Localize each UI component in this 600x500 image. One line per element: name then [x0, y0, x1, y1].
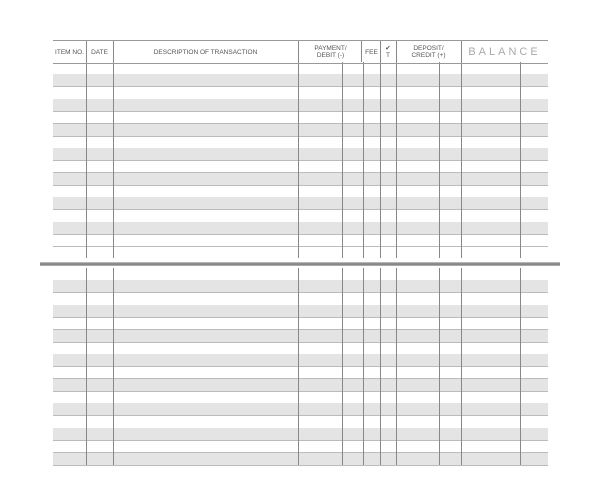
header-divider [298, 40, 299, 62]
column-divider [461, 62, 462, 258]
header-divider [461, 40, 462, 62]
register-row[interactable] [53, 136, 548, 149]
register-header: ITEM NO. DATE DESCRIPTION OF TRANSACTION… [53, 40, 548, 64]
register-row[interactable] [53, 293, 548, 306]
register-row[interactable] [53, 354, 548, 368]
register-row[interactable] [53, 87, 548, 100]
register-row[interactable] [53, 317, 548, 331]
column-divider [363, 268, 364, 465]
column-divider [396, 268, 397, 465]
register-row[interactable] [53, 160, 548, 174]
register-row[interactable] [53, 221, 548, 235]
register-row[interactable] [53, 148, 548, 162]
register-row[interactable] [53, 197, 548, 211]
column-divider [86, 268, 87, 465]
header-date: DATE [91, 48, 108, 56]
header-balance: BALANCE [468, 45, 541, 58]
column-divider [342, 62, 343, 258]
register-row[interactable] [53, 427, 548, 441]
header-divider [361, 40, 362, 62]
column-divider [396, 62, 397, 258]
column-divider [439, 62, 440, 258]
register-row[interactable] [53, 403, 548, 417]
register-row[interactable] [53, 268, 548, 281]
register-row[interactable] [53, 366, 548, 380]
header-payment: PAYMENT/ DEBIT (-) [314, 45, 347, 59]
header-check: ✔ T [385, 45, 391, 59]
page-fold [40, 262, 560, 266]
column-divider [520, 62, 521, 258]
header-deposit: DEPOSIT/ CREDIT (+) [411, 45, 446, 59]
register-row[interactable] [53, 440, 548, 454]
column-divider [439, 268, 440, 465]
register-row[interactable] [53, 304, 548, 318]
header-item-no: ITEM NO. [55, 48, 84, 56]
register-row[interactable] [53, 452, 548, 466]
column-divider [363, 62, 364, 258]
register-row[interactable] [53, 172, 548, 186]
register-row[interactable] [53, 342, 548, 355]
header-description: DESCRIPTION OF TRANSACTION [153, 48, 258, 56]
header-fee: FEE [365, 48, 378, 56]
header-divider [113, 40, 114, 62]
register-row[interactable] [53, 391, 548, 404]
register-row[interactable] [53, 416, 548, 429]
register-row[interactable] [53, 329, 548, 343]
header-divider [396, 40, 397, 62]
register-row[interactable] [53, 123, 548, 137]
register-row[interactable] [53, 185, 548, 198]
register-row[interactable] [53, 280, 548, 294]
register-row[interactable] [53, 111, 548, 125]
column-divider [380, 62, 381, 258]
column-divider [342, 268, 343, 465]
register-row[interactable] [53, 98, 548, 112]
column-divider [298, 268, 299, 465]
column-divider [86, 62, 87, 258]
header-divider [380, 40, 381, 62]
register-row[interactable] [53, 378, 548, 392]
column-divider [380, 268, 381, 465]
register-row[interactable] [53, 74, 548, 88]
register-row[interactable] [53, 210, 548, 223]
column-divider [520, 268, 521, 465]
column-divider [113, 62, 114, 258]
column-divider [113, 268, 114, 465]
column-divider [298, 62, 299, 258]
column-divider [461, 268, 462, 465]
register-row[interactable] [53, 234, 548, 248]
header-divider [86, 40, 87, 62]
